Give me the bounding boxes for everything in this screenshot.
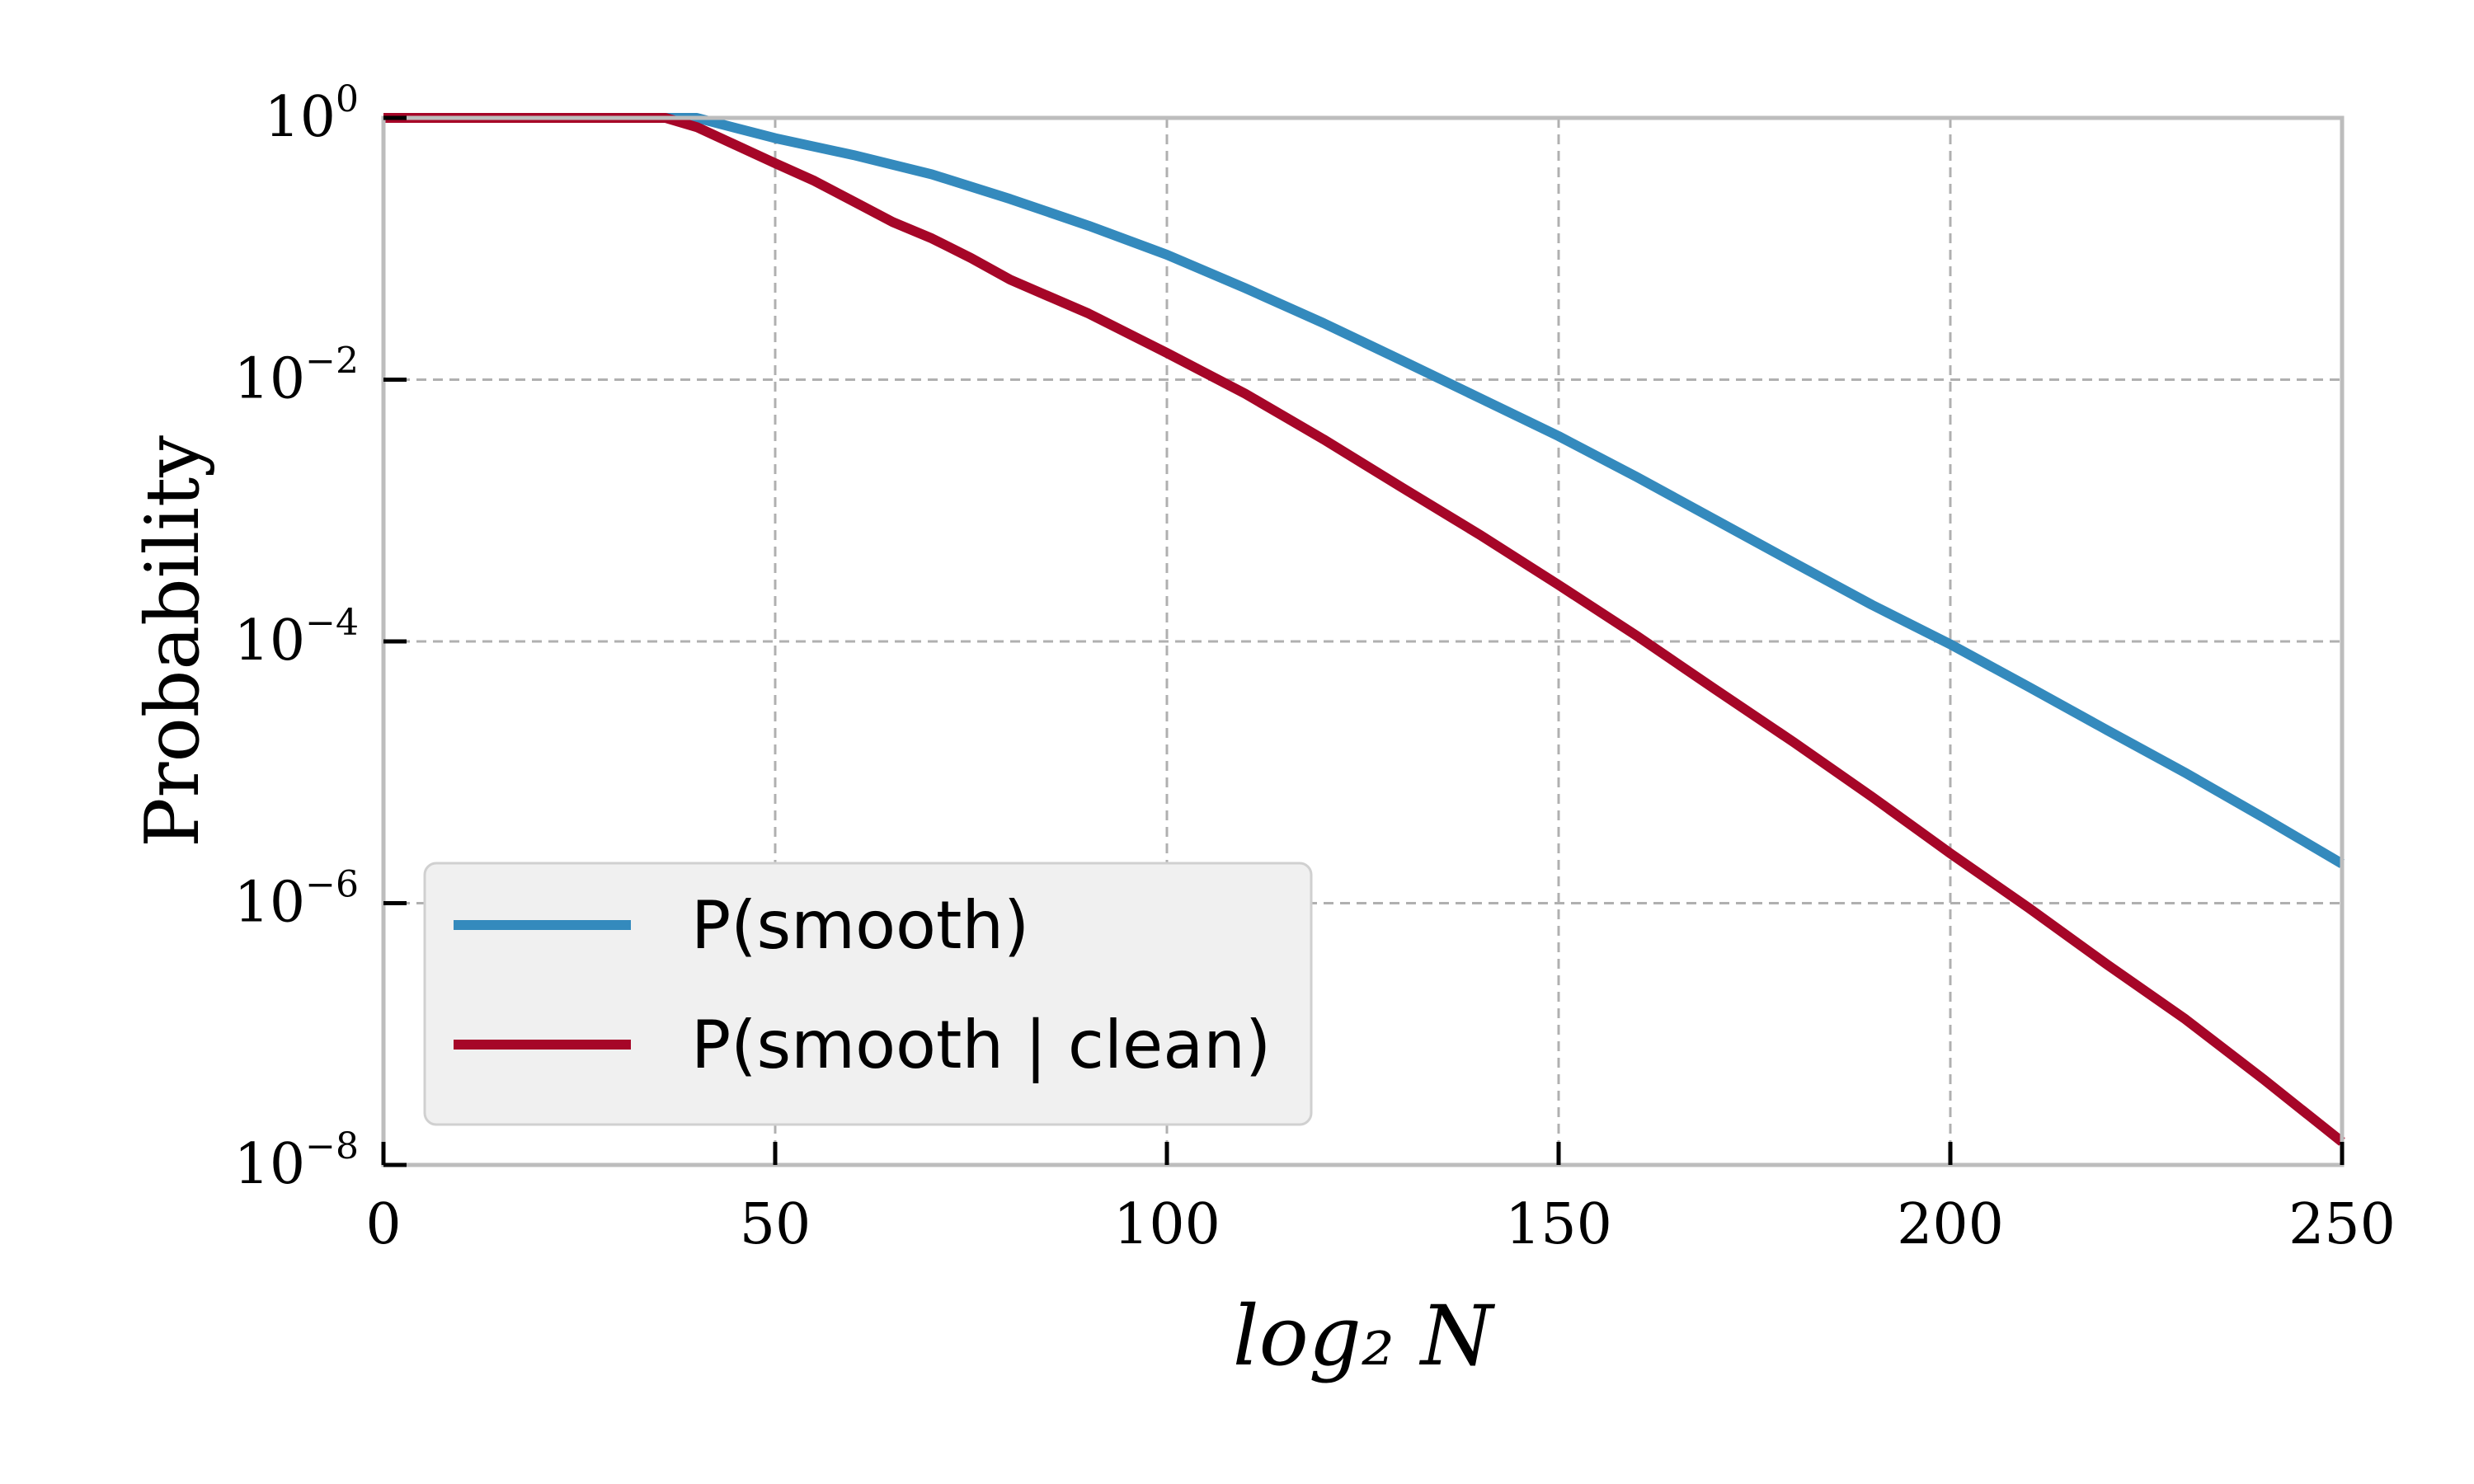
y-tick-label: 100 <box>264 78 359 150</box>
series-line-1 <box>383 113 2345 1146</box>
grid-lines <box>383 118 2342 1165</box>
y-axis-label: Probability <box>129 435 216 848</box>
legend-label-p-smooth: P(smooth) <box>691 887 1029 964</box>
x-axis-label: log₂ N <box>1233 1288 1496 1384</box>
x-tick-label: 0 <box>365 1192 401 1257</box>
legend-box <box>423 862 1313 1126</box>
series-lines <box>383 113 2345 1146</box>
y-tick-label: 10−4 <box>234 602 359 674</box>
tick-labels: 0 50 100 150 200 250 100 10−2 10−4 10−6 10−8 <box>234 78 2396 1257</box>
y-tick-label: 10−6 <box>234 864 359 936</box>
x-tick-label: 50 <box>740 1192 811 1257</box>
y-tick-label: 10−8 <box>234 1125 359 1197</box>
axis-ticks <box>381 115 2345 1167</box>
x-tick-label: 200 <box>1897 1192 2004 1257</box>
x-tick-label: 150 <box>1505 1192 1612 1257</box>
legend-label-p-smooth-given-clean: P(smooth | clean) <box>691 1007 1271 1084</box>
series-line-0 <box>383 113 2345 868</box>
x-tick-label: 100 <box>1113 1192 1221 1257</box>
y-tick-label: 10−2 <box>234 340 359 412</box>
legend: P(smooth) P(smooth | clean) <box>423 862 1313 1126</box>
x-tick-label: 250 <box>2288 1192 2396 1257</box>
